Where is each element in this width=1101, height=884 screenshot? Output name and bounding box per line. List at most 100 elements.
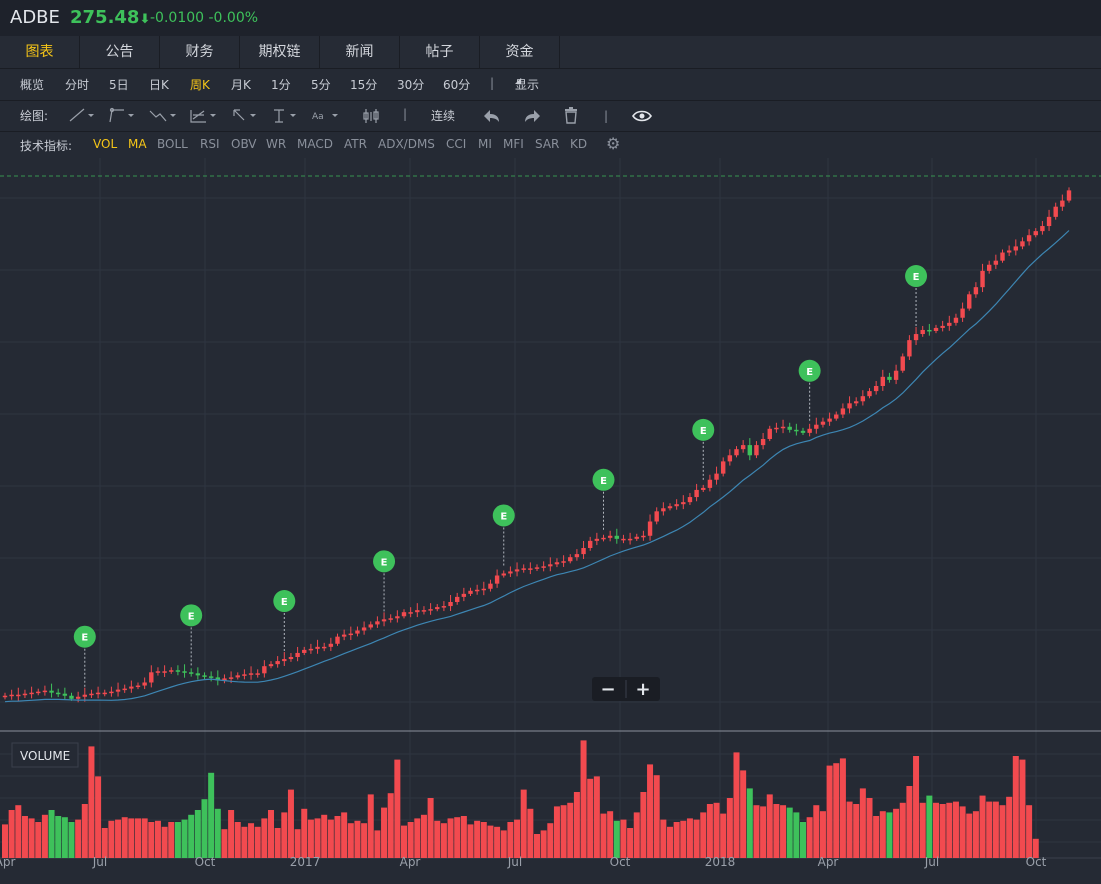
candle [275,661,280,665]
trash-icon[interactable] [565,107,577,124]
candle [734,449,739,456]
period-daily[interactable]: 日K [149,78,169,92]
zoom-out-button[interactable]: − [600,679,615,700]
period-monthly[interactable]: 月K [231,78,251,92]
redo-icon[interactable] [525,110,540,122]
tab-announcements[interactable]: 公告 [80,36,160,68]
candle [993,260,999,265]
candle [109,691,114,694]
candle [295,652,300,658]
candle [202,675,207,677]
divider: | [490,76,495,90]
period-30min[interactable]: 30分 [397,78,425,92]
candle [681,502,686,505]
candle [561,561,566,563]
candle [800,430,806,433]
candle-tool-icon[interactable] [363,109,379,123]
candle [973,287,979,295]
text-tool-icon[interactable] [274,109,296,123]
tab-options[interactable]: 期权链 [240,36,320,68]
indicator-vol[interactable]: VOL [93,137,118,151]
indicator-mi[interactable]: MI [478,137,492,151]
tab-posts[interactable]: 帖子 [400,36,480,68]
volume-bar [527,808,534,858]
period-5day[interactable]: 5日 [109,78,129,92]
period-15min[interactable]: 15分 [350,78,378,92]
volume-bar [919,802,926,858]
tab-financials[interactable]: 财务 [160,36,240,68]
volume-bar [347,823,354,858]
volume-bar [713,802,720,858]
zoom-in-button[interactable]: + [635,679,650,700]
period-weekly[interactable]: 周K [190,78,210,92]
candle [501,573,506,576]
volume-bar [560,805,567,858]
indicator-wr[interactable]: WR [266,137,287,151]
volume-bar [966,813,973,858]
trendline-tool-icon[interactable] [69,108,94,122]
volume-bar [600,813,607,858]
candle [774,427,779,430]
earnings-marker [73,625,96,648]
indicator-obv[interactable]: OBV [231,137,257,151]
indicator-cci[interactable]: CCI [446,137,467,151]
indicator-ma[interactable]: MA [128,137,147,151]
candle [182,671,187,673]
volume-bar [660,819,667,858]
volume-bar [28,818,35,858]
indicator-macd[interactable]: MACD [297,137,333,151]
volume-bar [780,805,787,858]
polyline-tool-icon[interactable] [149,110,176,122]
volume-bar [387,793,394,858]
volume-bar [41,814,48,858]
volume-bar [35,822,42,858]
volume-bar [314,818,321,858]
volume-bar [15,805,22,858]
continuous-toggle[interactable]: 连续 [431,109,456,123]
tab-chart[interactable]: 图表 [0,36,80,68]
candle [56,692,61,695]
volume-bar [95,776,102,858]
candle [36,691,41,694]
candle [1006,250,1012,253]
indicator-kd[interactable]: KD [570,137,588,151]
period-60min[interactable]: 60分 [443,78,471,92]
undo-icon[interactable] [484,110,499,122]
volume-bar [201,799,208,858]
candle [880,376,885,386]
tab-funds[interactable]: 资金 [480,36,560,68]
period-overview[interactable]: 概览 [20,78,45,92]
indicators-label: 技术指标: [20,139,73,153]
candle [940,325,945,328]
period-1min[interactable]: 1分 [271,78,291,92]
candle [1033,231,1038,236]
tab-news[interactable]: 新闻 [320,36,400,68]
stock-chart[interactable]: E E E E E E E E E −+ VOLUME Apr Jul Oct 2017 Apr Jul Oct 2… [0,158,1101,884]
volume-bar [487,825,494,858]
volume-bar [341,812,348,858]
settings-gear-icon[interactable]: ⚙ [606,134,621,153]
candle [328,643,334,647]
eye-icon[interactable] [632,110,652,122]
fibonacci-tool-icon[interactable] [190,110,216,123]
volume-bar [500,830,507,858]
channel-tool-icon[interactable] [109,107,134,123]
font-size-icon[interactable]: Aa [312,112,338,122]
indicator-sar[interactable]: SAR [535,137,560,151]
indicator-atr[interactable]: ATR [344,137,367,151]
volume-bar [507,822,514,858]
candle [215,677,220,681]
candle [122,688,127,691]
volume-bar [307,819,314,858]
candle [348,633,353,636]
candle [634,536,639,539]
indicator-mfi[interactable]: MFI [503,137,524,151]
indicator-adx[interactable]: ADX/DMS [378,137,435,151]
candle [135,685,141,688]
period-5min[interactable]: 5分 [311,78,331,92]
indicator-boll[interactable]: BOLL [157,137,188,151]
candle [1046,216,1052,227]
indicator-rsi[interactable]: RSI [200,137,220,151]
arrow-tool-icon[interactable] [233,109,256,121]
period-intraday[interactable]: 分时 [65,78,90,92]
